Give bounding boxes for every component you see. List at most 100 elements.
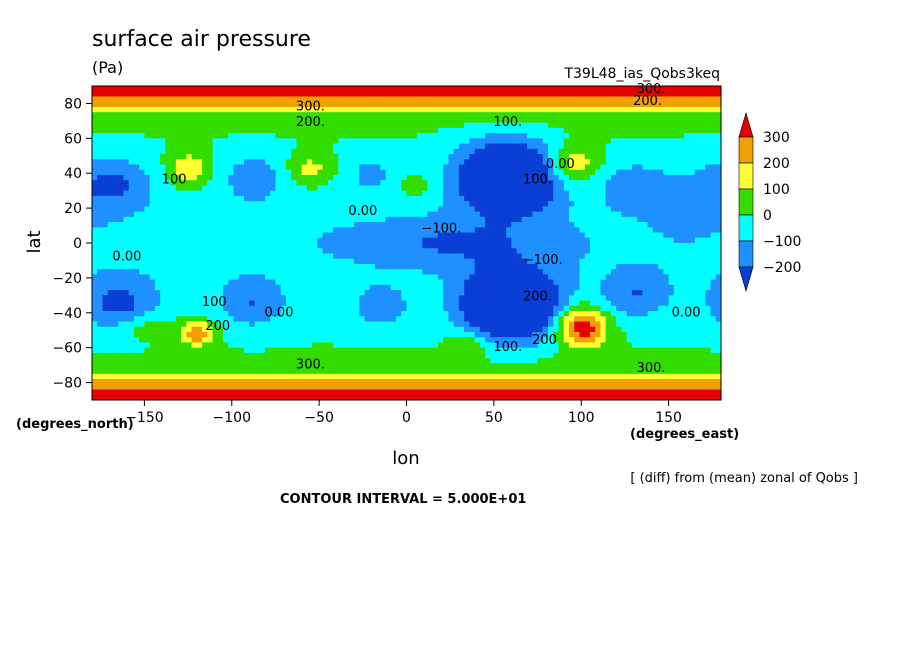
field-cell <box>422 96 429 103</box>
field-cell <box>181 96 187 103</box>
field-cell <box>684 190 691 197</box>
field-cell <box>291 253 298 260</box>
field-cell <box>432 133 439 139</box>
field-cell <box>500 253 507 260</box>
field-cell <box>259 185 266 192</box>
field-cell <box>715 216 721 223</box>
field-cell <box>233 112 240 118</box>
field-cell <box>259 106 266 113</box>
field-cell <box>490 127 497 134</box>
field-cell <box>149 284 156 291</box>
field-cell <box>511 263 518 270</box>
field-cell <box>700 133 706 139</box>
field-cell <box>128 274 135 281</box>
field-cell <box>448 227 455 234</box>
field-cell <box>658 258 664 265</box>
field-cell <box>652 263 659 270</box>
field-cell <box>139 237 146 244</box>
field-cell <box>506 195 512 202</box>
field-cell <box>369 222 376 228</box>
field-cell <box>495 106 502 113</box>
field-cell <box>317 159 324 166</box>
field-cell <box>589 295 596 302</box>
field-cell <box>631 290 638 296</box>
field-cell <box>416 227 423 234</box>
field-cell <box>605 174 612 181</box>
field-cell <box>548 269 554 275</box>
field-cell <box>385 284 392 291</box>
field-cell <box>160 227 166 234</box>
field-cell <box>112 222 119 228</box>
field-cell <box>406 216 413 223</box>
field-cell <box>301 106 308 113</box>
field-cell <box>369 133 376 139</box>
field-cell <box>238 263 245 270</box>
field-cell <box>291 117 298 124</box>
field-cell <box>112 159 119 166</box>
field-cell <box>700 127 706 134</box>
field-cell <box>553 96 560 103</box>
field-cell <box>710 154 717 160</box>
field-cell <box>411 222 418 228</box>
field-cell <box>212 185 219 192</box>
field-cell <box>244 237 250 244</box>
field-cell <box>469 154 476 160</box>
field-cell <box>170 101 177 108</box>
field-cell <box>207 206 214 213</box>
field-cell <box>343 232 350 239</box>
field-cell <box>97 106 104 113</box>
field-cell <box>401 122 408 129</box>
field-cell <box>700 237 706 244</box>
field-cell <box>474 164 481 171</box>
field-cell <box>652 253 659 260</box>
field-cell <box>516 263 523 270</box>
field-cell <box>396 106 402 113</box>
field-cell <box>495 201 502 207</box>
field-cell <box>244 106 250 113</box>
field-cell <box>175 127 182 134</box>
field-cell <box>610 295 617 302</box>
field-cell <box>364 253 371 260</box>
field-cell <box>249 290 256 296</box>
field-cell <box>469 211 476 218</box>
field-cell <box>175 253 182 260</box>
field-cell <box>385 138 392 145</box>
field-cell <box>411 284 418 291</box>
field-cell <box>359 195 366 202</box>
field-cell <box>684 86 691 92</box>
field-cell <box>521 232 528 239</box>
field-cell <box>574 148 581 155</box>
field-cell <box>280 117 287 124</box>
field-cell <box>280 263 287 270</box>
field-cell <box>574 138 581 145</box>
field-cell <box>700 222 706 228</box>
field-cell <box>217 290 224 296</box>
field-cell <box>605 232 612 239</box>
field-cell <box>107 148 114 155</box>
field-cell <box>715 195 721 202</box>
field-cell <box>264 169 271 176</box>
field-cell <box>327 274 334 281</box>
field-cell <box>338 237 345 244</box>
field-cell <box>416 122 423 129</box>
field-cell <box>684 263 691 270</box>
field-cell <box>642 96 649 103</box>
field-cell <box>270 91 277 98</box>
field-cell <box>223 206 229 213</box>
field-cell <box>626 122 633 129</box>
field-cell <box>112 180 119 187</box>
field-cell <box>380 91 387 98</box>
field-cell <box>118 300 125 307</box>
field-cell <box>469 206 476 213</box>
field-cell <box>202 237 208 244</box>
field-cell <box>380 148 387 155</box>
field-cell <box>679 253 685 260</box>
field-cell <box>542 180 549 187</box>
field-cell <box>296 284 303 291</box>
field-cell <box>369 185 376 192</box>
field-cell <box>212 117 219 124</box>
field-cell <box>275 295 282 302</box>
field-cell <box>107 117 114 124</box>
field-cell <box>663 269 670 275</box>
field-cell <box>668 148 675 155</box>
